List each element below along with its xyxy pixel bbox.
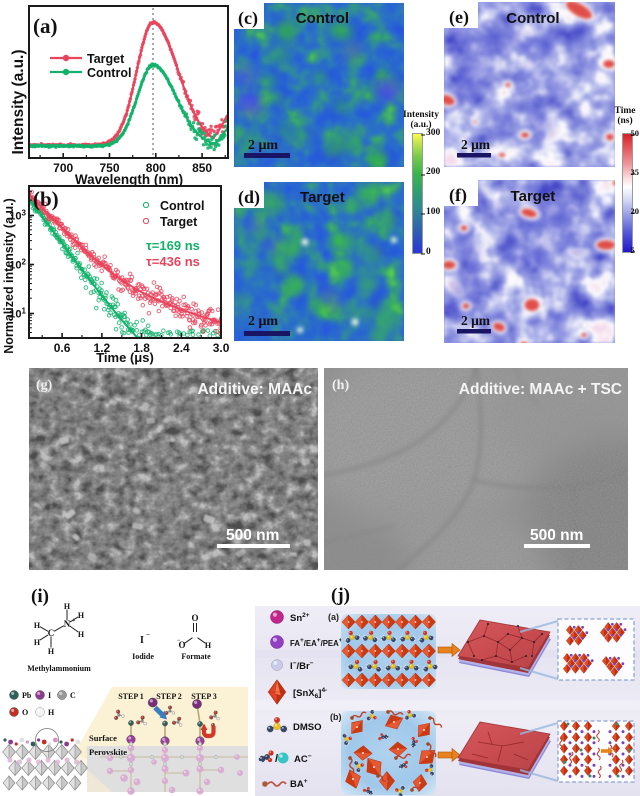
svg-text:O: O	[178, 640, 185, 650]
svg-text:Additive: MAAc: Additive: MAAc	[197, 381, 312, 398]
svg-text:(b): (b)	[330, 712, 342, 722]
svg-text:Target: Target	[160, 215, 198, 229]
svg-text:Target: Target	[511, 188, 556, 205]
svg-text:I: I	[48, 691, 51, 700]
svg-text:Control: Control	[296, 10, 349, 27]
svg-text:[SnX6]4-: [SnX6]4-	[293, 687, 327, 700]
svg-text:C: C	[70, 691, 76, 700]
svg-text:Perovskite: Perovskite	[89, 747, 127, 757]
svg-text:Iodide: Iodide	[132, 652, 154, 661]
svg-text:O: O	[191, 613, 198, 623]
svg-text:2.4: 2.4	[173, 341, 190, 355]
svg-text:Surface: Surface	[89, 733, 117, 743]
svg-text:0.6: 0.6	[54, 341, 71, 355]
svg-text:STEP 3: STEP 3	[191, 692, 217, 701]
svg-text:750: 750	[99, 161, 119, 175]
svg-text:Pb: Pb	[22, 691, 32, 700]
svg-text:FA+/EA+/PEA+: FA+/EA+/PEA+	[290, 637, 343, 648]
svg-text:STEP 2: STEP 2	[156, 692, 182, 701]
svg-text:1.2: 1.2	[94, 341, 111, 355]
svg-text:(f): (f)	[449, 185, 467, 206]
svg-text:2 μm: 2 μm	[248, 314, 278, 329]
svg-text:500 nm: 500 nm	[530, 527, 583, 544]
svg-text:H: H	[34, 621, 41, 630]
svg-text:(b): (b)	[33, 187, 59, 211]
svg-text:2 μm: 2 μm	[461, 313, 491, 328]
svg-text:Formate: Formate	[181, 652, 211, 661]
svg-text:AC−: AC−	[294, 753, 312, 765]
svg-text:Control: Control	[87, 66, 131, 80]
svg-text:Control: Control	[506, 10, 559, 27]
svg-text:I: I	[140, 635, 144, 646]
svg-text:Target: Target	[87, 52, 125, 66]
svg-text:(e): (e)	[449, 7, 469, 28]
svg-text:H: H	[205, 641, 212, 650]
svg-text:τ=169 ns: τ=169 ns	[146, 238, 200, 253]
svg-text:−: −	[177, 638, 181, 644]
svg-text:500 nm: 500 nm	[226, 527, 279, 544]
svg-text:(j): (j)	[331, 585, 350, 606]
svg-text:H: H	[48, 708, 55, 717]
svg-text:+: +	[72, 618, 76, 624]
svg-text:N: N	[64, 619, 71, 629]
svg-text:850: 850	[192, 161, 212, 175]
svg-text:Methylammonium: Methylammonium	[27, 664, 91, 673]
svg-text:STEP 1: STEP 1	[118, 692, 144, 701]
svg-text:H: H	[78, 630, 85, 639]
svg-text:H: H	[64, 602, 71, 611]
svg-text:I−/Br−: I−/Br−	[290, 660, 314, 672]
svg-text:2 μm: 2 μm	[248, 138, 278, 153]
svg-text:(a): (a)	[33, 14, 58, 38]
svg-text:H: H	[78, 611, 85, 620]
svg-text:3.0: 3.0	[213, 341, 230, 355]
svg-text:(h): (h)	[332, 378, 349, 393]
svg-text:(g): (g)	[36, 378, 53, 393]
svg-text:Control: Control	[160, 199, 204, 213]
svg-text:Additive: MAAc + TSC: Additive: MAAc + TSC	[459, 381, 622, 398]
svg-text:(i): (i)	[31, 586, 49, 607]
svg-text:(a): (a)	[328, 612, 339, 622]
svg-text:C: C	[48, 628, 55, 638]
svg-text:H: H	[48, 647, 55, 656]
svg-text:1.8: 1.8	[133, 341, 150, 355]
svg-text:(d): (d)	[238, 187, 260, 208]
svg-text:800: 800	[146, 161, 166, 175]
svg-text:−: −	[146, 631, 150, 639]
svg-text:2 μm: 2 μm	[461, 137, 491, 152]
svg-text:Target: Target	[300, 189, 345, 206]
svg-text:DMSO: DMSO	[293, 722, 322, 733]
svg-text:H: H	[34, 638, 41, 647]
svg-text:/: /	[275, 753, 278, 765]
svg-text:O: O	[22, 708, 28, 717]
svg-text:BA+: BA+	[290, 778, 308, 790]
svg-text:(c): (c)	[238, 8, 258, 29]
svg-text:τ=436 ns: τ=436 ns	[146, 254, 200, 269]
svg-text:700: 700	[53, 161, 73, 175]
